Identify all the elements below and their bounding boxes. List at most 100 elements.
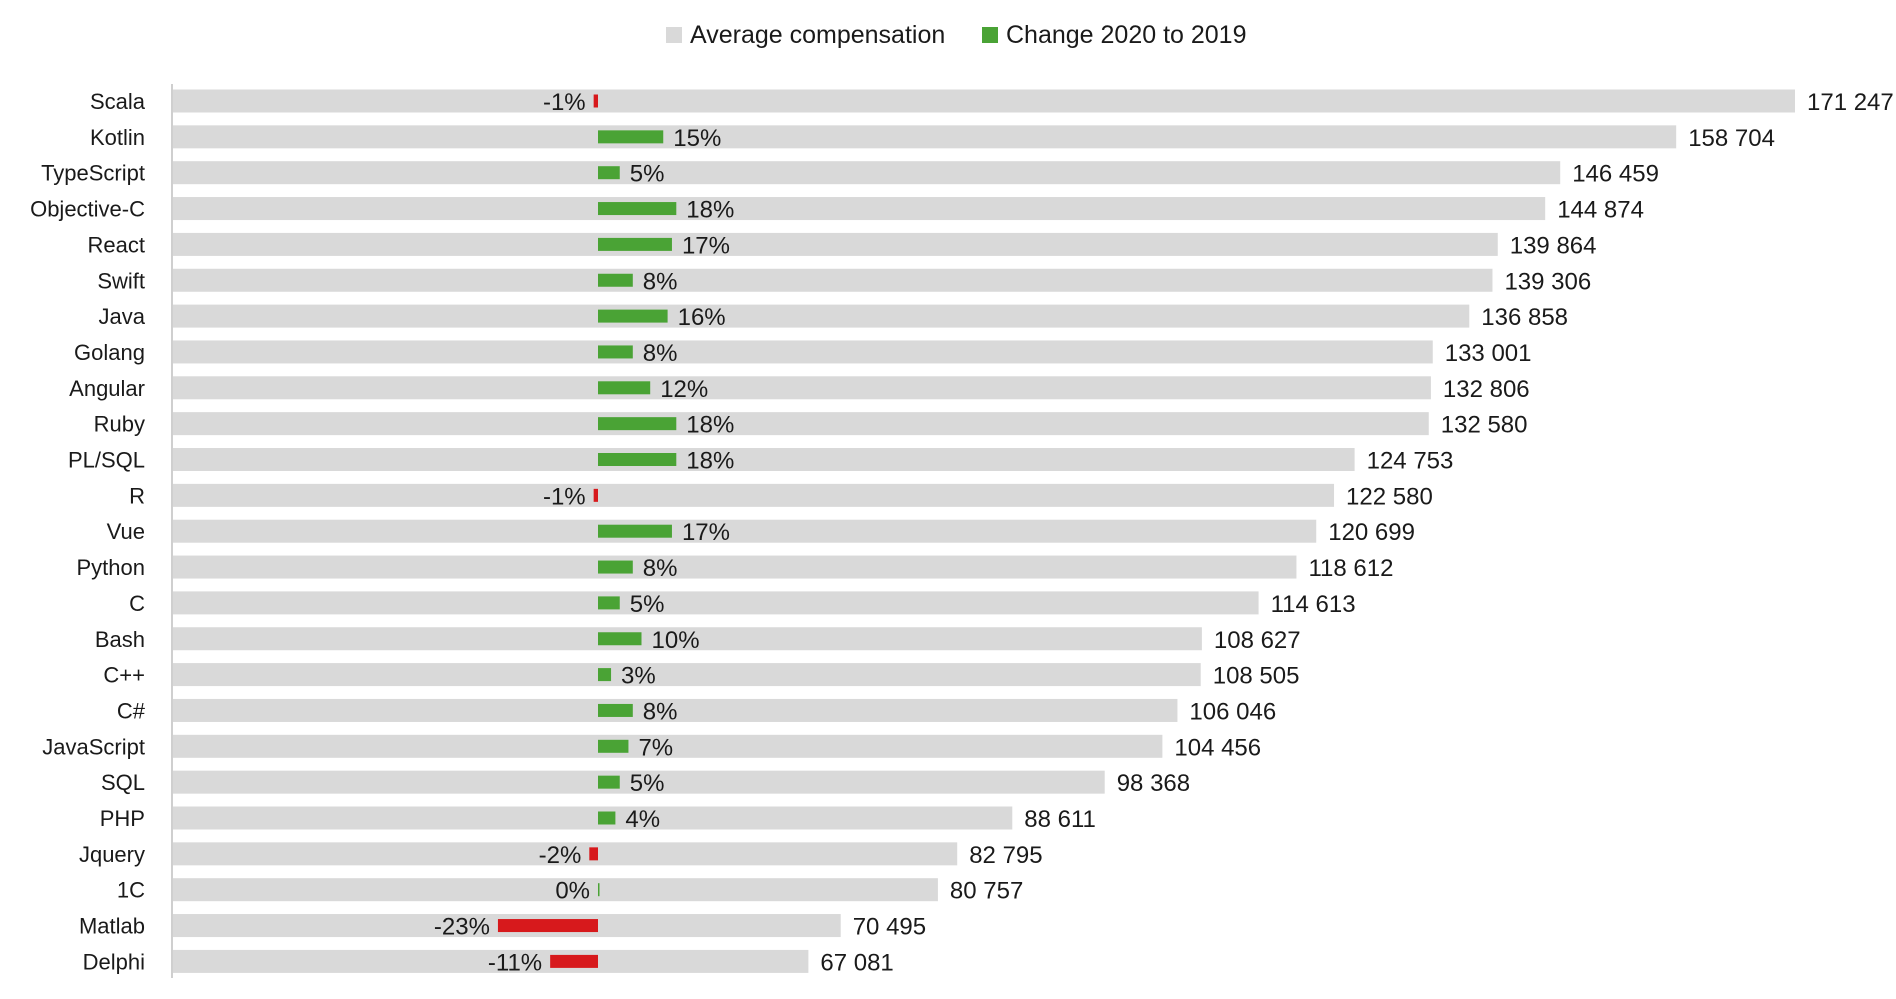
category-label-scala: Scala (90, 89, 146, 114)
average-compensation-label-objective-c: 144 874 (1557, 197, 1644, 224)
change-bar-java (598, 309, 668, 323)
change-label-kotlin: 15% (673, 125, 721, 152)
change-bar-matlab (497, 919, 598, 933)
change-bar-php (598, 811, 616, 825)
average-compensation-label-python: 118 612 (1308, 555, 1393, 582)
legend-label-average-compensation: Average compensation (690, 21, 945, 49)
category-label-cplusplus: C++ (103, 663, 145, 688)
change-bar-golang (598, 345, 633, 359)
average-compensation-label-matlab: 70 495 (853, 914, 926, 941)
category-label-jquery: Jquery (79, 842, 145, 867)
category-label-python: Python (77, 555, 146, 580)
average-compensation-label-php: 88 611 (1024, 806, 1096, 833)
category-label-kotlin: Kotlin (90, 125, 145, 150)
category-label-java: Java (99, 304, 146, 329)
average-compensation-label-swift: 139 306 (1504, 268, 1591, 295)
average-compensation-bar-kotlin (173, 125, 1677, 149)
change-bar-scala (593, 94, 598, 108)
category-label-php: PHP (100, 806, 145, 831)
change-label-jquery: -2% (539, 842, 582, 869)
average-compensation-label-sql: 98 368 (1117, 770, 1190, 797)
average-compensation-bar-1c (173, 878, 938, 902)
change-bar-angular (598, 381, 651, 395)
average-compensation-bar-php (173, 806, 1013, 830)
category-label-swift: Swift (97, 268, 145, 293)
change-bar-kotlin (598, 130, 664, 144)
average-compensation-bar-javascript (173, 734, 1163, 758)
average-compensation-label-ruby: 132 580 (1441, 412, 1528, 439)
average-compensation-bar-react (173, 232, 1498, 256)
average-compensation-bar-scala (173, 89, 1795, 113)
category-label-sql: SQL (101, 770, 145, 795)
average-compensation-label-vue: 120 699 (1328, 519, 1415, 546)
average-compensation-bars (173, 89, 1795, 973)
category-label-delphi: Delphi (83, 949, 145, 974)
change-bar-cplusplus (598, 668, 612, 682)
category-label-c: C (129, 591, 145, 616)
change-label-sql: 5% (630, 770, 665, 797)
change-label-1c: 0% (555, 878, 590, 905)
change-bar-csharp (598, 703, 633, 717)
change-label-delphi: -11% (488, 949, 542, 976)
change-label-python: 8% (643, 555, 678, 582)
average-compensation-label-bash: 108 627 (1214, 627, 1301, 654)
average-compensation-bar-golang (173, 340, 1433, 364)
average-compensation-label-react: 139 864 (1510, 232, 1597, 259)
average-compensation-bar-objective-c (173, 197, 1546, 221)
change-bar-1c (598, 883, 600, 897)
average-compensation-bar-r (173, 483, 1335, 507)
change-bar-objective-c (598, 202, 677, 216)
change-label-objective-c: 18% (686, 197, 734, 224)
category-label-angular: Angular (69, 376, 145, 401)
change-label-pl-sql: 18% (686, 448, 734, 475)
average-compensation-label-typescript: 146 459 (1572, 161, 1659, 188)
average-compensation-label-delphi: 67 081 (820, 949, 893, 976)
change-labels: -1%15%5%18%17%8%16%8%12%18%18%-1%17%8%5%… (434, 89, 734, 976)
category-label-r: R (129, 483, 145, 508)
change-label-react: 17% (682, 232, 730, 259)
average-compensation-bar-c (173, 591, 1259, 615)
average-compensation-label-pl-sql: 124 753 (1367, 448, 1454, 475)
legend-label-change: Change 2020 to 2019 (1006, 21, 1247, 49)
change-label-matlab: -23% (434, 914, 490, 941)
category-label-react: React (88, 232, 145, 257)
change-label-swift: 8% (643, 268, 678, 295)
average-compensation-label-c: 114 613 (1271, 591, 1356, 618)
category-labels: Scala Kotlin TypeScript Objective-C React Swi… (30, 89, 146, 974)
average-compensation-label-kotlin: 158 704 (1688, 125, 1775, 152)
change-bar-vue (598, 524, 672, 538)
change-label-cplusplus: 3% (621, 663, 656, 690)
change-bar-python (598, 560, 633, 574)
category-label-ruby: Ruby (94, 412, 145, 437)
average-compensation-label-javascript: 104 456 (1174, 734, 1261, 761)
change-bar-ruby (598, 417, 677, 431)
change-label-php: 4% (625, 806, 660, 833)
change-label-r: -1% (543, 483, 586, 510)
change-label-angular: 12% (660, 376, 708, 403)
change-label-golang: 8% (643, 340, 678, 367)
change-label-typescript: 5% (630, 161, 665, 188)
category-label-typescript: TypeScript (41, 161, 145, 186)
category-label-pl-sql: PL/SQL (68, 448, 145, 473)
change-label-bash: 10% (652, 627, 700, 654)
category-label-bash: Bash (95, 627, 145, 652)
average-compensation-bar-jquery (173, 842, 958, 866)
change-label-ruby: 18% (686, 412, 734, 439)
change-label-javascript: 7% (638, 734, 673, 761)
change-label-c: 5% (630, 591, 665, 618)
change-bar-pl-sql (598, 453, 677, 466)
average-compensation-label-1c: 80 757 (950, 878, 1023, 905)
category-label-matlab: Matlab (79, 914, 145, 939)
change-label-java: 16% (678, 304, 726, 331)
average-compensation-label-cplusplus: 108 505 (1213, 663, 1300, 690)
change-bar-typescript (598, 166, 620, 180)
change-bar-swift (598, 273, 633, 287)
change-label-vue: 17% (682, 519, 730, 546)
category-label-vue: Vue (107, 519, 145, 544)
average-compensation-label-csharp: 106 046 (1189, 698, 1276, 725)
average-compensation-bar-ruby (173, 412, 1429, 436)
change-label-csharp: 8% (643, 698, 678, 725)
average-compensation-bar-cplusplus (173, 663, 1201, 687)
average-compensation-bar-delphi (173, 949, 809, 973)
